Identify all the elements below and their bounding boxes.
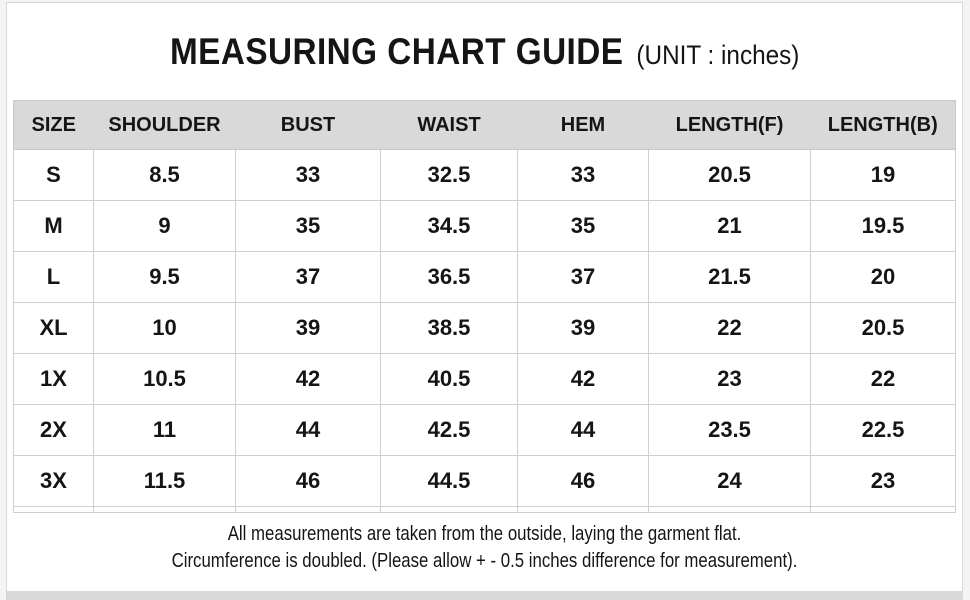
value-cell: 34.5 (380, 200, 518, 252)
value-cell: 42 (235, 353, 381, 405)
spacer-cell (648, 506, 811, 513)
value-cell: 35 (517, 200, 649, 252)
value-cell: 33 (235, 149, 381, 201)
table-row-2x: 2X 11 44 42.5 44 23.5 22.5 (13, 404, 956, 456)
value-cell: 46 (235, 455, 381, 507)
spacer-cell (810, 506, 956, 513)
size-chart-body: S 8.5 33 32.5 33 20.5 19 M 9 35 34.5 35 21 19.5 L 9.5 37… (13, 149, 956, 513)
size-cell: 1X (13, 353, 94, 405)
value-cell: 20 (810, 251, 956, 303)
value-cell: 42.5 (380, 404, 518, 456)
column-header-hem: HEM (517, 100, 649, 150)
table-row-l: L 9.5 37 36.5 37 21.5 20 (13, 251, 956, 303)
value-cell: 22 (810, 353, 956, 405)
spacer-cell (517, 506, 649, 513)
value-cell: 39 (517, 302, 649, 354)
size-cell: S (13, 149, 94, 201)
column-header-bust: BUST (235, 100, 381, 150)
size-cell: XL (13, 302, 94, 354)
value-cell: 11 (93, 404, 236, 456)
footer-notes: All measurements are taken from the outs… (7, 521, 962, 575)
value-cell: 46 (517, 455, 649, 507)
size-chart-table: SIZE SHOULDER BUST WAIST HEM LENGTH(F) LENGTH(… (13, 100, 956, 513)
value-cell: 23 (810, 455, 956, 507)
value-cell: 44.5 (380, 455, 518, 507)
spacer-row (13, 506, 956, 513)
measuring-chart-page: MEASURING CHART GUIDE (UNIT : inches) SI… (6, 2, 963, 600)
spacer-cell (93, 506, 236, 513)
value-cell: 37 (517, 251, 649, 303)
value-cell: 20.5 (648, 149, 811, 201)
footer-note-line1: All measurements are taken from the outs… (227, 523, 742, 545)
value-cell: 38.5 (380, 302, 518, 354)
value-cell: 9.5 (93, 251, 236, 303)
value-cell: 20.5 (810, 302, 956, 354)
value-cell: 36.5 (380, 251, 518, 303)
size-cell: M (13, 200, 94, 252)
value-cell: 21 (648, 200, 811, 252)
column-header-length-f: LENGTH(F) (648, 100, 811, 150)
column-header-length-b: LENGTH(B) (810, 100, 956, 150)
value-cell: 32.5 (380, 149, 518, 201)
footer-note-line2: Circumference is doubled. (Please allow … (171, 550, 798, 572)
column-header-size: SIZE (13, 100, 94, 150)
value-cell: 11.5 (93, 455, 236, 507)
bottom-gray-strip (7, 591, 962, 600)
size-cell: L (13, 251, 94, 303)
size-chart-header: SIZE SHOULDER BUST WAIST HEM LENGTH(F) LENGTH(… (13, 100, 956, 150)
value-cell: 42 (517, 353, 649, 405)
value-cell: 19 (810, 149, 956, 201)
value-cell: 39 (235, 302, 381, 354)
value-cell: 21.5 (648, 251, 811, 303)
value-cell: 8.5 (93, 149, 236, 201)
column-header-shoulder: SHOULDER (93, 100, 236, 150)
value-cell: 33 (517, 149, 649, 201)
spacer-cell (235, 506, 381, 513)
value-cell: 22.5 (810, 404, 956, 456)
spacer-cell (380, 506, 518, 513)
value-cell: 10.5 (93, 353, 236, 405)
spacer-cell (13, 506, 94, 513)
column-header-waist: WAIST (380, 100, 518, 150)
value-cell: 24 (648, 455, 811, 507)
value-cell: 22 (648, 302, 811, 354)
value-cell: 23 (648, 353, 811, 405)
value-cell: 44 (517, 404, 649, 456)
value-cell: 23.5 (648, 404, 811, 456)
title-unit-text: (UNIT : inches) (636, 40, 800, 70)
size-cell: 2X (13, 404, 94, 456)
page-title-inner: MEASURING CHART GUIDE (UNIT : inches) (170, 31, 799, 73)
header-row: SIZE SHOULDER BUST WAIST HEM LENGTH(F) LENGTH(… (13, 100, 956, 150)
table-row-xl: XL 10 39 38.5 39 22 20.5 (13, 302, 956, 354)
table-row-1x: 1X 10.5 42 40.5 42 23 22 (13, 353, 956, 405)
value-cell: 10 (93, 302, 236, 354)
table-row-s: S 8.5 33 32.5 33 20.5 19 (13, 149, 956, 201)
value-cell: 35 (235, 200, 381, 252)
table-row-m: M 9 35 34.5 35 21 19.5 (13, 200, 956, 252)
value-cell: 19.5 (810, 200, 956, 252)
value-cell: 44 (235, 404, 381, 456)
value-cell: 37 (235, 251, 381, 303)
page-title: MEASURING CHART GUIDE (UNIT : inches) (7, 31, 962, 73)
title-main-text: MEASURING CHART GUIDE (169, 31, 624, 72)
value-cell: 9 (93, 200, 236, 252)
size-cell: 3X (13, 455, 94, 507)
value-cell: 40.5 (380, 353, 518, 405)
table-row-3x: 3X 11.5 46 44.5 46 24 23 (13, 455, 956, 507)
